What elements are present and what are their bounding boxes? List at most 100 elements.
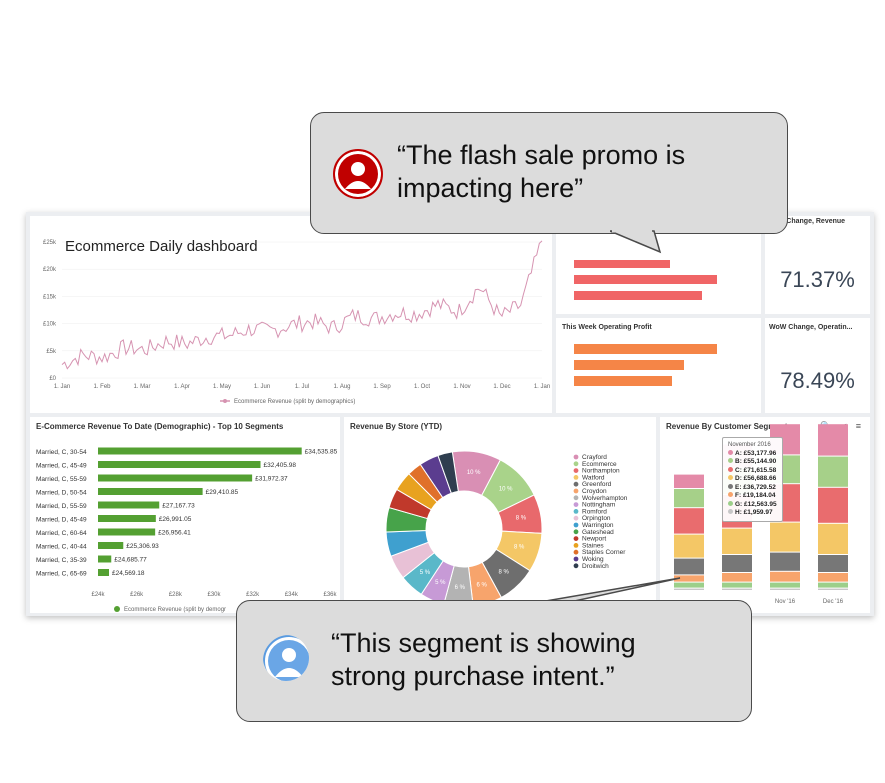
stack-segment[interactable] (770, 552, 800, 571)
stack-segment[interactable] (674, 575, 704, 582)
demographic-bar[interactable] (98, 447, 302, 455)
stack-segment[interactable] (818, 573, 848, 582)
donut-slice[interactable] (437, 451, 459, 494)
stack-segment[interactable] (818, 456, 848, 487)
y-tick-label: £10k (43, 322, 57, 328)
tooltip-value: A: £53,177.96 (735, 449, 777, 457)
stack-segment[interactable] (818, 424, 848, 456)
category-label: Married, C, 35-39 (36, 557, 87, 564)
slice-label: 8 % (498, 569, 509, 575)
store-legend-label[interactable]: Newport (582, 536, 606, 543)
stack-segment[interactable] (722, 555, 752, 572)
legend-marker (573, 481, 579, 487)
store-legend-label[interactable]: Croydon (582, 488, 607, 495)
slice-label: 8 % (514, 545, 525, 551)
revenue-bar-2 (574, 275, 717, 284)
legend-marker (223, 399, 227, 403)
category-label: Married, D, 45-49 (36, 517, 87, 524)
store-legend-label[interactable]: Watford (582, 474, 605, 481)
slice-label: 5 % (420, 570, 431, 576)
store-legend-label[interactable]: Gateshead (582, 529, 614, 536)
stack-segment[interactable] (818, 487, 848, 523)
bar-value-label: £25,306.93 (126, 543, 159, 550)
slice-label: 10 % (499, 487, 513, 493)
stack-segment[interactable] (674, 558, 704, 575)
stack-segment[interactable] (722, 573, 752, 582)
stack-segment[interactable] (818, 588, 848, 590)
segment-tooltip: November 2016 A: £53,177.96 B: £55,144.90… (722, 437, 783, 522)
stack-segment[interactable] (674, 508, 704, 534)
segment-panel: Revenue By Customer Segment 🔍 ⋖ ≡ Nov '1… (660, 417, 870, 613)
demographic-bar[interactable] (98, 528, 156, 536)
stack-segment[interactable] (674, 588, 704, 590)
demographic-bar[interactable] (98, 501, 160, 509)
revenue-bar-1 (574, 260, 670, 268)
legend-marker (573, 509, 579, 514)
y-tick-label: £0 (49, 376, 56, 382)
wow-operating-title: WoW Change, Operatin... (769, 324, 853, 331)
tooltip-row: G: £12,563.95 (728, 500, 777, 510)
tooltip-value: B: £55,144.90 (735, 458, 777, 465)
bar-value-label: £26,991.05 (159, 516, 192, 523)
stack-segment[interactable] (770, 588, 800, 590)
legend-marker (573, 502, 579, 507)
demographic-legend-label: Ecommerce Revenue (split by demogr (124, 607, 226, 613)
demographic-bar[interactable] (98, 555, 112, 563)
stack-segment[interactable] (770, 522, 800, 552)
store-legend-label[interactable]: Northampton (582, 468, 620, 475)
demographic-bar[interactable] (98, 461, 261, 468)
demographic-bar[interactable] (98, 515, 156, 522)
stack-segment[interactable] (674, 582, 704, 588)
store-legend-label[interactable]: Staines (582, 542, 604, 549)
demographic-bar[interactable] (98, 474, 253, 482)
category-label: Married, C, 60-64 (36, 530, 87, 537)
stack-segment[interactable] (818, 555, 848, 572)
legend-marker (573, 515, 579, 521)
line-chart-panel: Ecommerce Daily dashboard £0 £5k £10k £15k £… (30, 216, 552, 413)
store-legend-label[interactable]: Staples Corner (582, 549, 626, 556)
demographic-bar[interactable] (98, 569, 110, 576)
tooltip-value: H: £1,959.97 (735, 509, 773, 516)
store-legend-label[interactable]: Warrington (582, 522, 614, 529)
tooltip-value: E: £36,729.52 (735, 483, 776, 491)
store-legend-label[interactable]: Ecommerce (582, 461, 617, 468)
stack-segment[interactable] (818, 582, 848, 588)
store-legend-label[interactable]: Woking (582, 556, 604, 563)
demographic-bar[interactable] (98, 542, 124, 549)
stack-segment[interactable] (818, 523, 848, 554)
legend-marker (573, 522, 579, 528)
legend-marker (114, 606, 120, 612)
store-legend-label[interactable]: Wolverhampton (582, 495, 628, 502)
x-tick-label: £30k (207, 592, 221, 598)
stack-segment[interactable] (722, 582, 752, 588)
bar-value-label: £34,535.85 (305, 449, 338, 456)
stack-segment[interactable] (722, 588, 752, 590)
store-legend-label[interactable]: Droitwich (582, 563, 609, 570)
series-color-dot (728, 492, 733, 497)
stack-segment[interactable] (770, 571, 800, 582)
x-tick-label: 1. Feb (93, 384, 111, 390)
bar-value-label: £26,956.41 (158, 530, 191, 537)
store-legend-label[interactable]: Nottingham (582, 502, 615, 509)
x-tick-label: 1. Jun (254, 384, 270, 390)
demographic-bar[interactable] (98, 488, 203, 495)
x-tick-label: Dec '16 (823, 599, 844, 605)
y-tick-label: £25k (43, 240, 57, 246)
bar-value-label: £29,410.85 (206, 489, 239, 496)
store-donut-chart: 10 % 10 % 8 % 8 % 8 % 6 % 6 % 5 % 5 % CrayfordEco… (385, 450, 628, 608)
stack-segment[interactable] (674, 474, 704, 488)
stack-segment[interactable] (674, 489, 704, 508)
store-legend-label[interactable]: Crayford (582, 454, 607, 461)
store-legend-label[interactable]: Romford (582, 508, 607, 515)
bubble-bottom-text: “This segment is showing strong purchase… (331, 628, 636, 691)
stack-segment[interactable] (722, 528, 752, 554)
stack-segment[interactable] (770, 582, 800, 588)
line-chart: £0 £5k £10k £15k £20k £25k 1. Jan 1. Feb 1. Mar 1… (43, 240, 550, 405)
x-tick-label: 1. Jan (54, 384, 70, 390)
store-legend-label[interactable]: Greenford (582, 481, 612, 488)
stack-segment[interactable] (674, 534, 704, 558)
x-tick-label: £24k (91, 592, 105, 598)
legend-marker (573, 454, 579, 460)
store-legend-label[interactable]: Orpington (582, 515, 611, 522)
series-color-dot (728, 466, 733, 472)
